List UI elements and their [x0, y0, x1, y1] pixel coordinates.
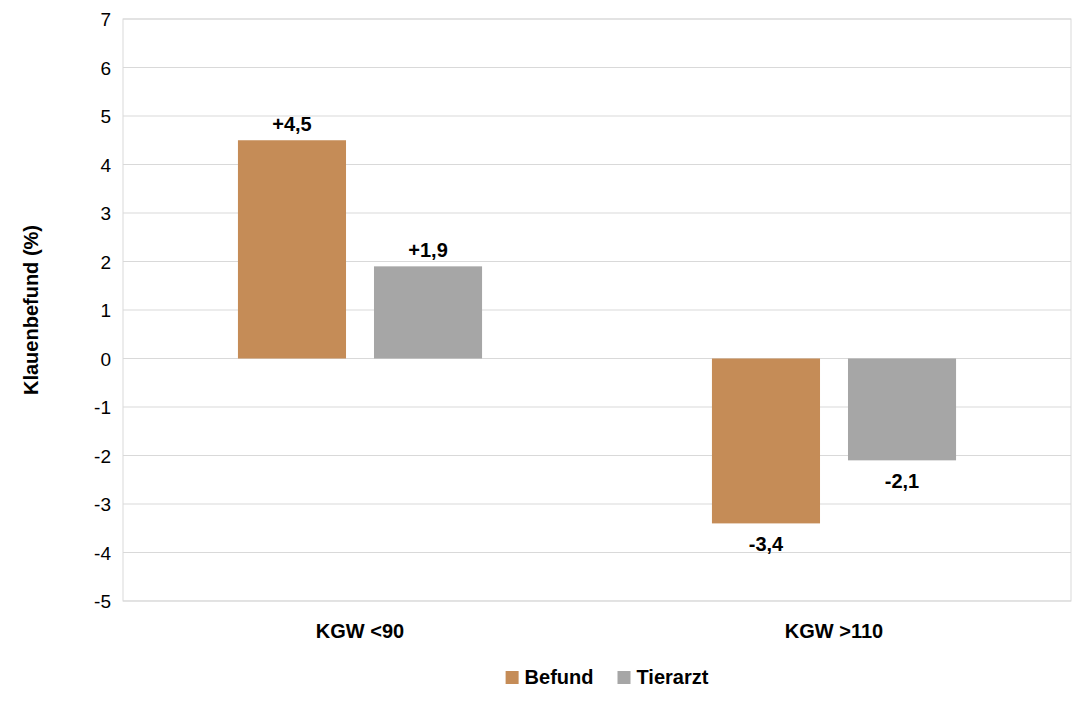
bars [238, 140, 956, 523]
legend-label: Tierarzt [637, 666, 709, 688]
legend-swatch [506, 671, 519, 684]
grid-line [123, 504, 1071, 505]
bar [374, 266, 482, 358]
legend-item: Befund [506, 666, 594, 688]
legend-swatch [618, 671, 631, 684]
tick-label: 7 [100, 9, 111, 30]
bar [238, 140, 346, 358]
tick-label: -1 [94, 397, 111, 418]
tick-label: 1 [100, 300, 111, 321]
tick-label: -3 [94, 494, 111, 515]
axis-title: Klauenbefund (%) [20, 225, 42, 395]
tick-label: -5 [94, 591, 111, 612]
grid-line [123, 116, 1071, 117]
tick-label: 0 [100, 349, 111, 370]
tick-label: -2 [94, 446, 111, 467]
grid-line [123, 552, 1071, 553]
plot-frame [123, 19, 1071, 601]
bar [712, 359, 820, 524]
tick-label: 2 [100, 252, 111, 273]
data-label: -2,1 [885, 470, 919, 492]
legend-item: Tierarzt [618, 666, 709, 688]
category-label: KGW >110 [785, 620, 883, 642]
data-label: +4,5 [272, 113, 311, 135]
grid-line [123, 67, 1071, 68]
chart: -5 -4 -3 -2 -1 0 1 2 3 4 5 6 7 Klauenbefund (%) KGW <9… [0, 0, 1088, 705]
data-label: +1,9 [408, 239, 447, 261]
tick-label: 5 [100, 106, 111, 127]
tick-label: 4 [100, 155, 111, 176]
category-label: KGW <90 [316, 620, 404, 642]
tick-label: -4 [94, 543, 111, 564]
tick-label: 3 [100, 203, 111, 224]
legend-label: Befund [525, 666, 594, 688]
data-label: -3,4 [749, 533, 784, 555]
tick-label: 6 [100, 58, 111, 79]
bar [848, 359, 956, 461]
legend: Befund Tierarzt [506, 666, 709, 688]
